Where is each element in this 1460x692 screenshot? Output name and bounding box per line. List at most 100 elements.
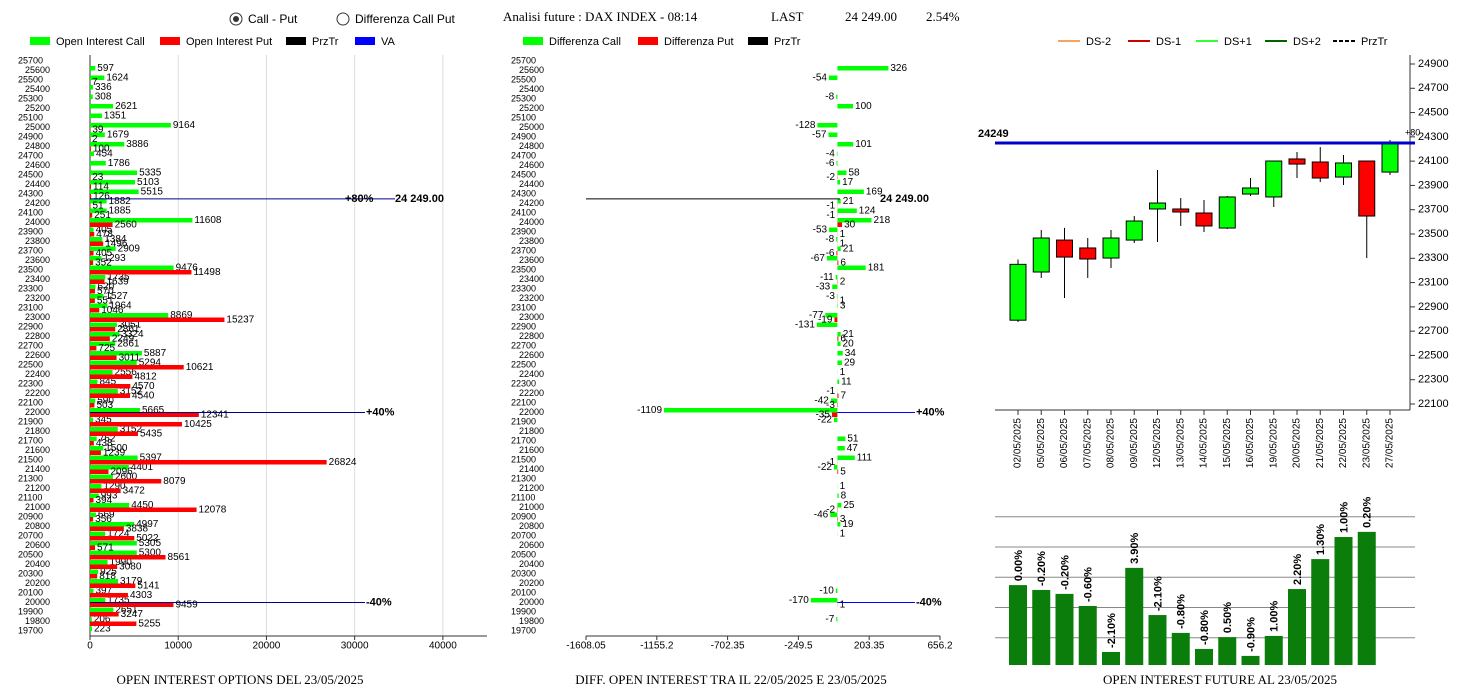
y-tick-label: 21500: [511, 454, 536, 464]
data-label: 3472: [123, 486, 146, 497]
bar: [90, 85, 93, 90]
y-tick-label: 22100: [18, 397, 43, 407]
data-label: 454: [96, 149, 113, 160]
x-tick-label: 15/05/2025: [1222, 418, 1233, 468]
y-tick-label: 23600: [519, 255, 544, 265]
y-tick-label: 21900: [511, 416, 536, 426]
bar: [90, 246, 116, 251]
y-tick-label: 22100: [511, 397, 536, 407]
data-label: 10425: [184, 419, 212, 430]
data-label: 2096: [110, 467, 133, 478]
y-tick-label: 23900: [18, 226, 43, 236]
bar: [90, 455, 138, 460]
level-label: -40%: [366, 596, 392, 608]
bar: [826, 256, 838, 261]
bar: [90, 469, 109, 474]
bar: [90, 431, 138, 436]
data-label: 2861: [117, 324, 140, 335]
radio-label[interactable]: Differenza Call Put: [355, 12, 455, 26]
data-label: 1724: [107, 529, 130, 540]
y-tick-label: 25000: [519, 122, 544, 132]
bar: [817, 123, 838, 128]
data-label: 1885: [109, 206, 132, 217]
y-tick-label: 21700: [18, 435, 43, 445]
bar: [1311, 559, 1330, 665]
radio-button[interactable]: [336, 12, 350, 26]
data-label: 10621: [186, 362, 214, 373]
bar: [90, 579, 119, 584]
y-tick-label: 22200: [25, 388, 50, 398]
data-label: 1624: [106, 73, 129, 84]
bar: [90, 184, 92, 189]
bar: [1195, 648, 1213, 665]
data-label: 308: [95, 92, 112, 103]
y-tick-label: 21800: [519, 426, 544, 436]
x-tick-label: 06/05/2025: [1059, 418, 1070, 468]
y-tick-label: 24400: [519, 179, 544, 189]
y-tick-label: 22500: [511, 359, 536, 369]
data-label: 1882: [109, 196, 132, 207]
bar: [90, 522, 135, 527]
radio-label[interactable]: Call - Put: [248, 12, 298, 26]
y-tick-label: 25600: [519, 65, 544, 75]
data-label: 9476: [176, 263, 199, 274]
data-label: 0.00%: [1013, 550, 1025, 581]
y-tick-label: 21000: [519, 502, 544, 512]
bar: [90, 199, 107, 204]
band-label: +80%: [345, 193, 374, 205]
data-label: -35: [815, 410, 830, 421]
data-label: -3: [826, 291, 835, 302]
y-tick-label: 24000: [25, 217, 50, 227]
bar: [1288, 589, 1306, 665]
bar: [90, 503, 130, 508]
y-tick-label: 21300: [511, 473, 536, 483]
data-label: 1: [840, 367, 846, 378]
data-label: 1: [840, 296, 846, 307]
bar: [90, 284, 96, 289]
x-tick-label: 14/05/2025: [1199, 418, 1210, 468]
bar: [837, 222, 843, 227]
bar: [90, 593, 128, 598]
y-tick-label: 21700: [511, 435, 536, 445]
data-label: 169: [866, 187, 883, 198]
bar: [90, 583, 136, 588]
candle-body: [1125, 220, 1143, 241]
bar: [90, 66, 96, 71]
bar: [837, 379, 840, 384]
bar: [90, 507, 197, 512]
y-tick-label: 23200: [25, 293, 50, 303]
data-label: 4540: [132, 391, 155, 402]
level-label: +40%: [366, 406, 395, 418]
bar: [90, 555, 166, 560]
data-label: 12341: [201, 410, 229, 421]
y-tick-label: 22900: [511, 321, 536, 331]
data-label: 181: [868, 263, 885, 274]
bar: [837, 246, 841, 251]
bar: [1241, 655, 1260, 665]
data-label: 5397: [140, 453, 163, 464]
legend-swatch: [160, 37, 180, 45]
y-tick-label: 19700: [18, 625, 43, 635]
y-tick-label: 20200: [519, 578, 544, 588]
data-label: 223: [94, 624, 111, 635]
y-tick-label: 24300: [18, 188, 43, 198]
data-label: -4: [826, 149, 835, 160]
data-label: 20: [843, 339, 855, 350]
data-label: 571: [97, 543, 114, 554]
data-label: 1496: [105, 239, 128, 250]
data-label: 503: [96, 400, 113, 411]
bar: [90, 408, 140, 413]
data-label: -53: [813, 225, 828, 236]
y-tick-label: 20600: [519, 540, 544, 550]
bar: [830, 512, 838, 517]
data-label: 2.20%: [1292, 554, 1304, 585]
y-tick-label: 22000: [519, 407, 544, 417]
legend-label: PrzTr: [774, 36, 801, 48]
legend-label: DS-2: [1086, 36, 1111, 48]
y-tick-label: 22500: [18, 359, 43, 369]
candle-body: [1335, 162, 1352, 178]
bar: [90, 232, 95, 237]
bar: [90, 398, 96, 403]
data-label: 2: [92, 134, 98, 145]
data-label: 551: [97, 296, 114, 307]
